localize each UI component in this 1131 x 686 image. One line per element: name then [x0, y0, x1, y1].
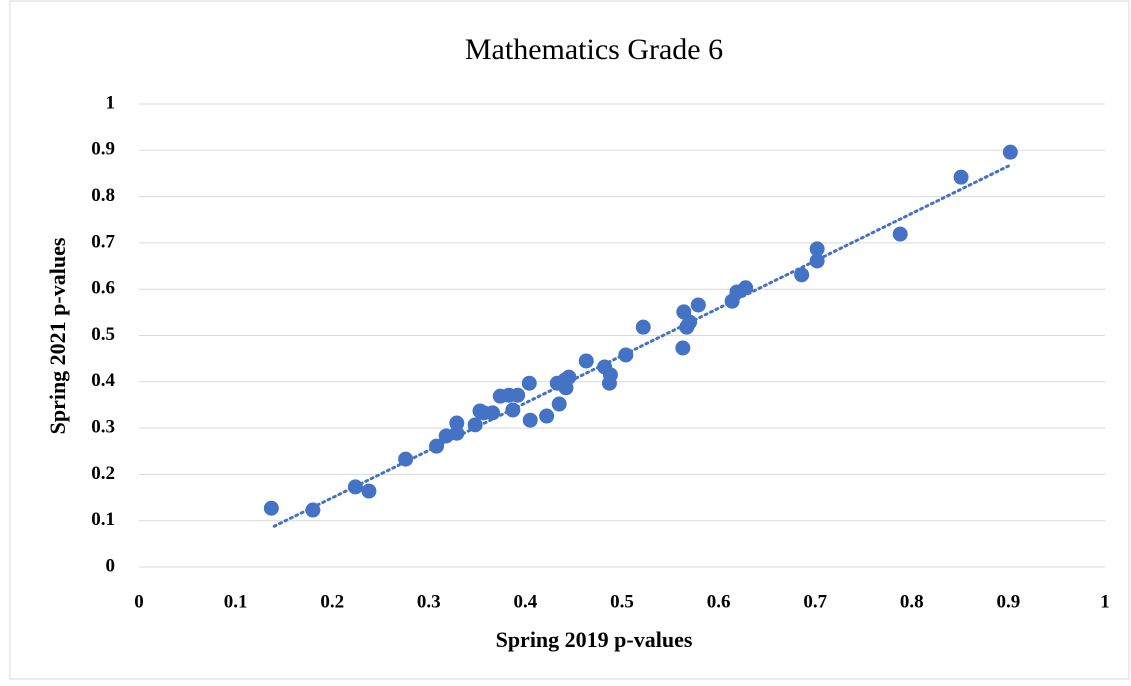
x-tick-label: 0.5	[610, 591, 634, 612]
point	[1002, 144, 1018, 160]
point	[635, 319, 651, 335]
point	[263, 500, 279, 516]
y-tick-label: 0.9	[91, 139, 115, 160]
x-tick-label: 0.8	[900, 591, 924, 612]
x-tick-label: 0.4	[514, 591, 538, 612]
x-axis-label: Spring 2019 p-values	[496, 627, 693, 652]
y-tick-label: 0.6	[91, 278, 115, 299]
x-tick-label: 0.6	[707, 591, 731, 612]
y-tick-label: 0.7	[91, 231, 115, 252]
y-tick-label: 0.4	[91, 370, 115, 391]
y-tick-label: 0.3	[91, 416, 115, 437]
y-tick-label: 0.8	[91, 185, 115, 206]
point	[558, 380, 574, 396]
y-tick-label: 0.2	[91, 463, 115, 484]
x-tick-label: 0	[134, 591, 144, 612]
point	[601, 375, 617, 391]
point	[467, 417, 483, 433]
chart-border	[9, 0, 1130, 680]
point	[618, 347, 634, 363]
x-tick-label: 1	[1100, 591, 1110, 612]
point	[682, 314, 698, 330]
point	[675, 340, 691, 356]
trendline	[272, 164, 1010, 528]
point	[449, 425, 465, 441]
x-tick-label: 0.3	[417, 591, 441, 612]
point	[551, 396, 567, 412]
point	[305, 502, 321, 518]
point	[892, 226, 908, 242]
point	[398, 451, 414, 467]
y-tick-label: 0.1	[91, 509, 115, 530]
x-tick-label: 0.7	[803, 591, 827, 612]
point	[539, 408, 555, 424]
point	[738, 280, 754, 296]
point	[522, 412, 538, 428]
point	[809, 241, 825, 257]
point	[521, 375, 537, 391]
point	[794, 267, 810, 283]
chart-title: Mathematics Grade 6	[465, 33, 723, 66]
y-tick-label: 0.5	[91, 324, 115, 345]
x-tick-label: 0.2	[320, 591, 344, 612]
point	[505, 402, 521, 418]
x-tick-label: 0.9	[997, 591, 1021, 612]
point	[809, 253, 825, 269]
y-axis-label: Spring 2021 p-values	[45, 237, 70, 434]
point	[690, 297, 706, 313]
point	[361, 483, 377, 499]
point	[578, 353, 594, 369]
point	[485, 405, 501, 421]
point	[347, 479, 363, 495]
y-tick-label: 1	[106, 92, 116, 113]
y-tick-label: 0	[106, 555, 116, 576]
x-tick-label: 0.1	[224, 591, 248, 612]
point	[429, 438, 445, 454]
point	[510, 387, 526, 403]
point	[953, 169, 969, 185]
